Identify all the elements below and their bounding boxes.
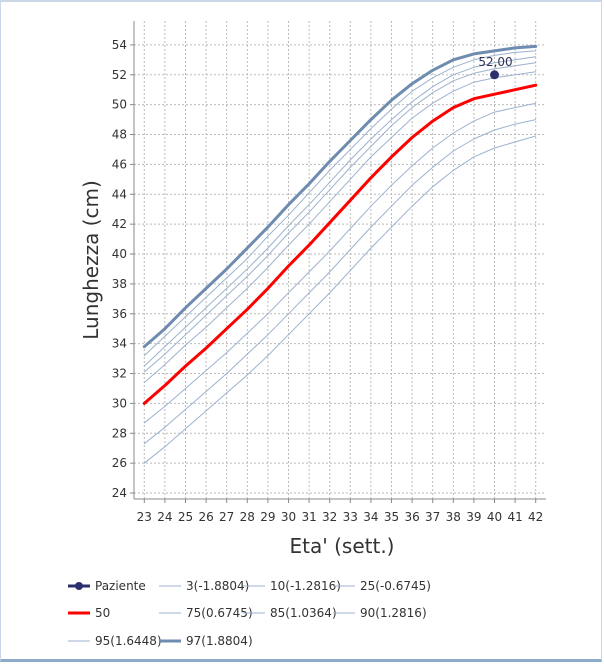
- x-axis-ticks: 23 24 25 26 27 28 29 30 31 32 33 34 35 36 37 38 39 40 41 42: [137, 499, 543, 524]
- x-tick-label-27: 27: [219, 510, 234, 524]
- y-tick-label-42: 42: [112, 217, 127, 231]
- y-tick-label-54: 54: [112, 38, 127, 52]
- x-tick-label-37: 37: [425, 510, 440, 524]
- grid-lines: [134, 21, 546, 499]
- legend-label-85(1.0364): 85(1.0364): [270, 606, 337, 620]
- legend-label-75(0.6745): 75(0.6745): [186, 606, 253, 620]
- legend-label-50: 50: [95, 606, 110, 620]
- y-tick-label-36: 36: [112, 307, 127, 321]
- y-tick-label-38: 38: [112, 277, 127, 291]
- legend-label-Paziente: Paziente: [95, 579, 146, 593]
- x-tick-label-42: 42: [528, 510, 543, 524]
- y-tick-label-48: 48: [112, 128, 127, 142]
- patient-layer: 52,00: [478, 55, 513, 80]
- x-tick-label-28: 28: [240, 510, 255, 524]
- x-axis-title: Eta' (sett.): [290, 534, 395, 558]
- series-line-75(0.6745): [143, 71, 537, 383]
- x-tick-label-40: 40: [487, 510, 502, 524]
- x-tick-label-30: 30: [281, 510, 296, 524]
- legend-label-10(-1.2816): 10(-1.2816): [270, 579, 341, 593]
- legend-label-25(-0.6745): 25(-0.6745): [360, 579, 431, 593]
- series-line-97(1.8804): [142, 44, 538, 349]
- y-tick-label-52: 52: [112, 68, 127, 82]
- x-tick-label-38: 38: [446, 510, 461, 524]
- series-line-25(-0.6745): [143, 102, 537, 424]
- x-tick-label-35: 35: [384, 510, 399, 524]
- y-tick-label-30: 30: [112, 396, 127, 410]
- x-tick-label-23: 23: [137, 510, 152, 524]
- x-tick-label-41: 41: [507, 510, 522, 524]
- y-axis-title: Lunghezza (cm): [79, 180, 103, 340]
- plot-area: [134, 21, 546, 499]
- x-tick-label-32: 32: [322, 510, 337, 524]
- legend: Paziente 3(-1.8804) 10(-1.2816) 25(-0.6745)…: [68, 579, 431, 648]
- x-tick-label-39: 39: [466, 510, 481, 524]
- y-tick-label-50: 50: [112, 98, 127, 112]
- y-tick-label-28: 28: [112, 426, 127, 440]
- x-tick-label-26: 26: [198, 510, 213, 524]
- axes: [133, 21, 546, 500]
- y-tick-label-40: 40: [112, 247, 127, 261]
- series-line-85(1.0364): [143, 62, 537, 373]
- patient-point-label: 52,00: [478, 55, 512, 69]
- y-tick-label-26: 26: [112, 456, 127, 470]
- series-line-95(1.6448): [143, 50, 537, 357]
- y-tick-label-32: 32: [112, 367, 127, 381]
- y-tick-label-34: 34: [112, 337, 127, 351]
- legend-marker-Paziente: [75, 582, 83, 590]
- series-line-3(-1.8804): [143, 135, 537, 464]
- x-tick-label-29: 29: [260, 510, 275, 524]
- legend-label-3(-1.8804): 3(-1.8804): [186, 579, 249, 593]
- x-tick-label-33: 33: [343, 510, 358, 524]
- x-tick-label-24: 24: [157, 510, 172, 524]
- series-line-10(-1.2816): [143, 119, 537, 445]
- patient-point: [490, 70, 499, 80]
- x-tick-label-34: 34: [363, 510, 378, 524]
- series-line-90(1.2816): [143, 56, 537, 367]
- series-line-50: [142, 83, 538, 405]
- y-axis-ticks: 24 26 28 30 32 34 36 38 40 42 44 46 48 50 52 54: [112, 38, 134, 500]
- y-tick-label-44: 44: [112, 187, 127, 201]
- series-lines: [142, 44, 538, 464]
- legend-label-90(1.2816): 90(1.2816): [360, 606, 427, 620]
- y-tick-label-24: 24: [112, 486, 127, 500]
- x-tick-label-25: 25: [178, 510, 193, 524]
- x-tick-label-36: 36: [404, 510, 419, 524]
- x-tick-label-31: 31: [301, 510, 316, 524]
- legend-label-97(1.8804): 97(1.8804): [186, 634, 253, 648]
- legend-label-95(1.6448): 95(1.6448): [95, 634, 162, 648]
- y-tick-label-46: 46: [112, 157, 127, 171]
